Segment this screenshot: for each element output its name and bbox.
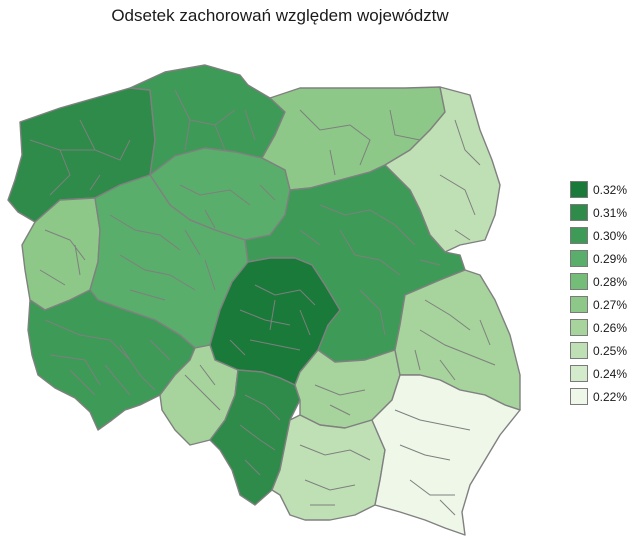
legend-item: 0.32% xyxy=(570,178,627,201)
legend-swatch xyxy=(570,342,588,359)
legend-item: 0.25% xyxy=(570,339,627,362)
legend-label: 0.28% xyxy=(593,274,628,289)
legend-swatch xyxy=(570,296,588,313)
legend-swatch xyxy=(570,365,588,382)
legend-item: 0.29% xyxy=(570,247,627,270)
legend-swatch xyxy=(570,250,588,267)
legend-item: 0.30% xyxy=(570,224,627,247)
region-podkarpackie[interactable] xyxy=(371,374,521,536)
legend-item: 0.28% xyxy=(570,270,627,293)
legend-label: 0.24% xyxy=(593,366,628,381)
legend-label: 0.30% xyxy=(593,228,628,243)
district-borders xyxy=(29,89,496,516)
legend-item: 0.26% xyxy=(570,316,627,339)
legend-label: 0.25% xyxy=(593,343,628,358)
legend-item: 0.22% xyxy=(570,385,627,408)
legend-label: 0.26% xyxy=(593,320,628,335)
legend-swatch xyxy=(570,319,588,336)
legend-swatch xyxy=(570,227,588,244)
legend-item: 0.24% xyxy=(570,362,627,385)
legend-item: 0.27% xyxy=(570,293,627,316)
legend-label: 0.31% xyxy=(593,205,628,220)
legend-label: 0.32% xyxy=(593,182,628,197)
legend-swatch xyxy=(570,204,588,221)
legend-label: 0.29% xyxy=(593,251,628,266)
map-title: Odsetek zachorowań względem województw xyxy=(111,6,449,25)
legend-swatch xyxy=(570,273,588,290)
legend-label: 0.22% xyxy=(593,389,628,404)
region-malopolskie[interactable] xyxy=(271,414,386,521)
legend-swatch xyxy=(570,388,588,405)
region-opolskie[interactable] xyxy=(159,344,239,446)
legend-label: 0.27% xyxy=(593,297,628,312)
poland-choropleth-map xyxy=(7,64,521,536)
legend-swatch xyxy=(570,181,588,198)
legend: 0.32% 0.31% 0.30% 0.29% 0.28% 0.27% 0.26% 0.25%… xyxy=(570,178,627,408)
legend-item: 0.31% xyxy=(570,201,627,224)
